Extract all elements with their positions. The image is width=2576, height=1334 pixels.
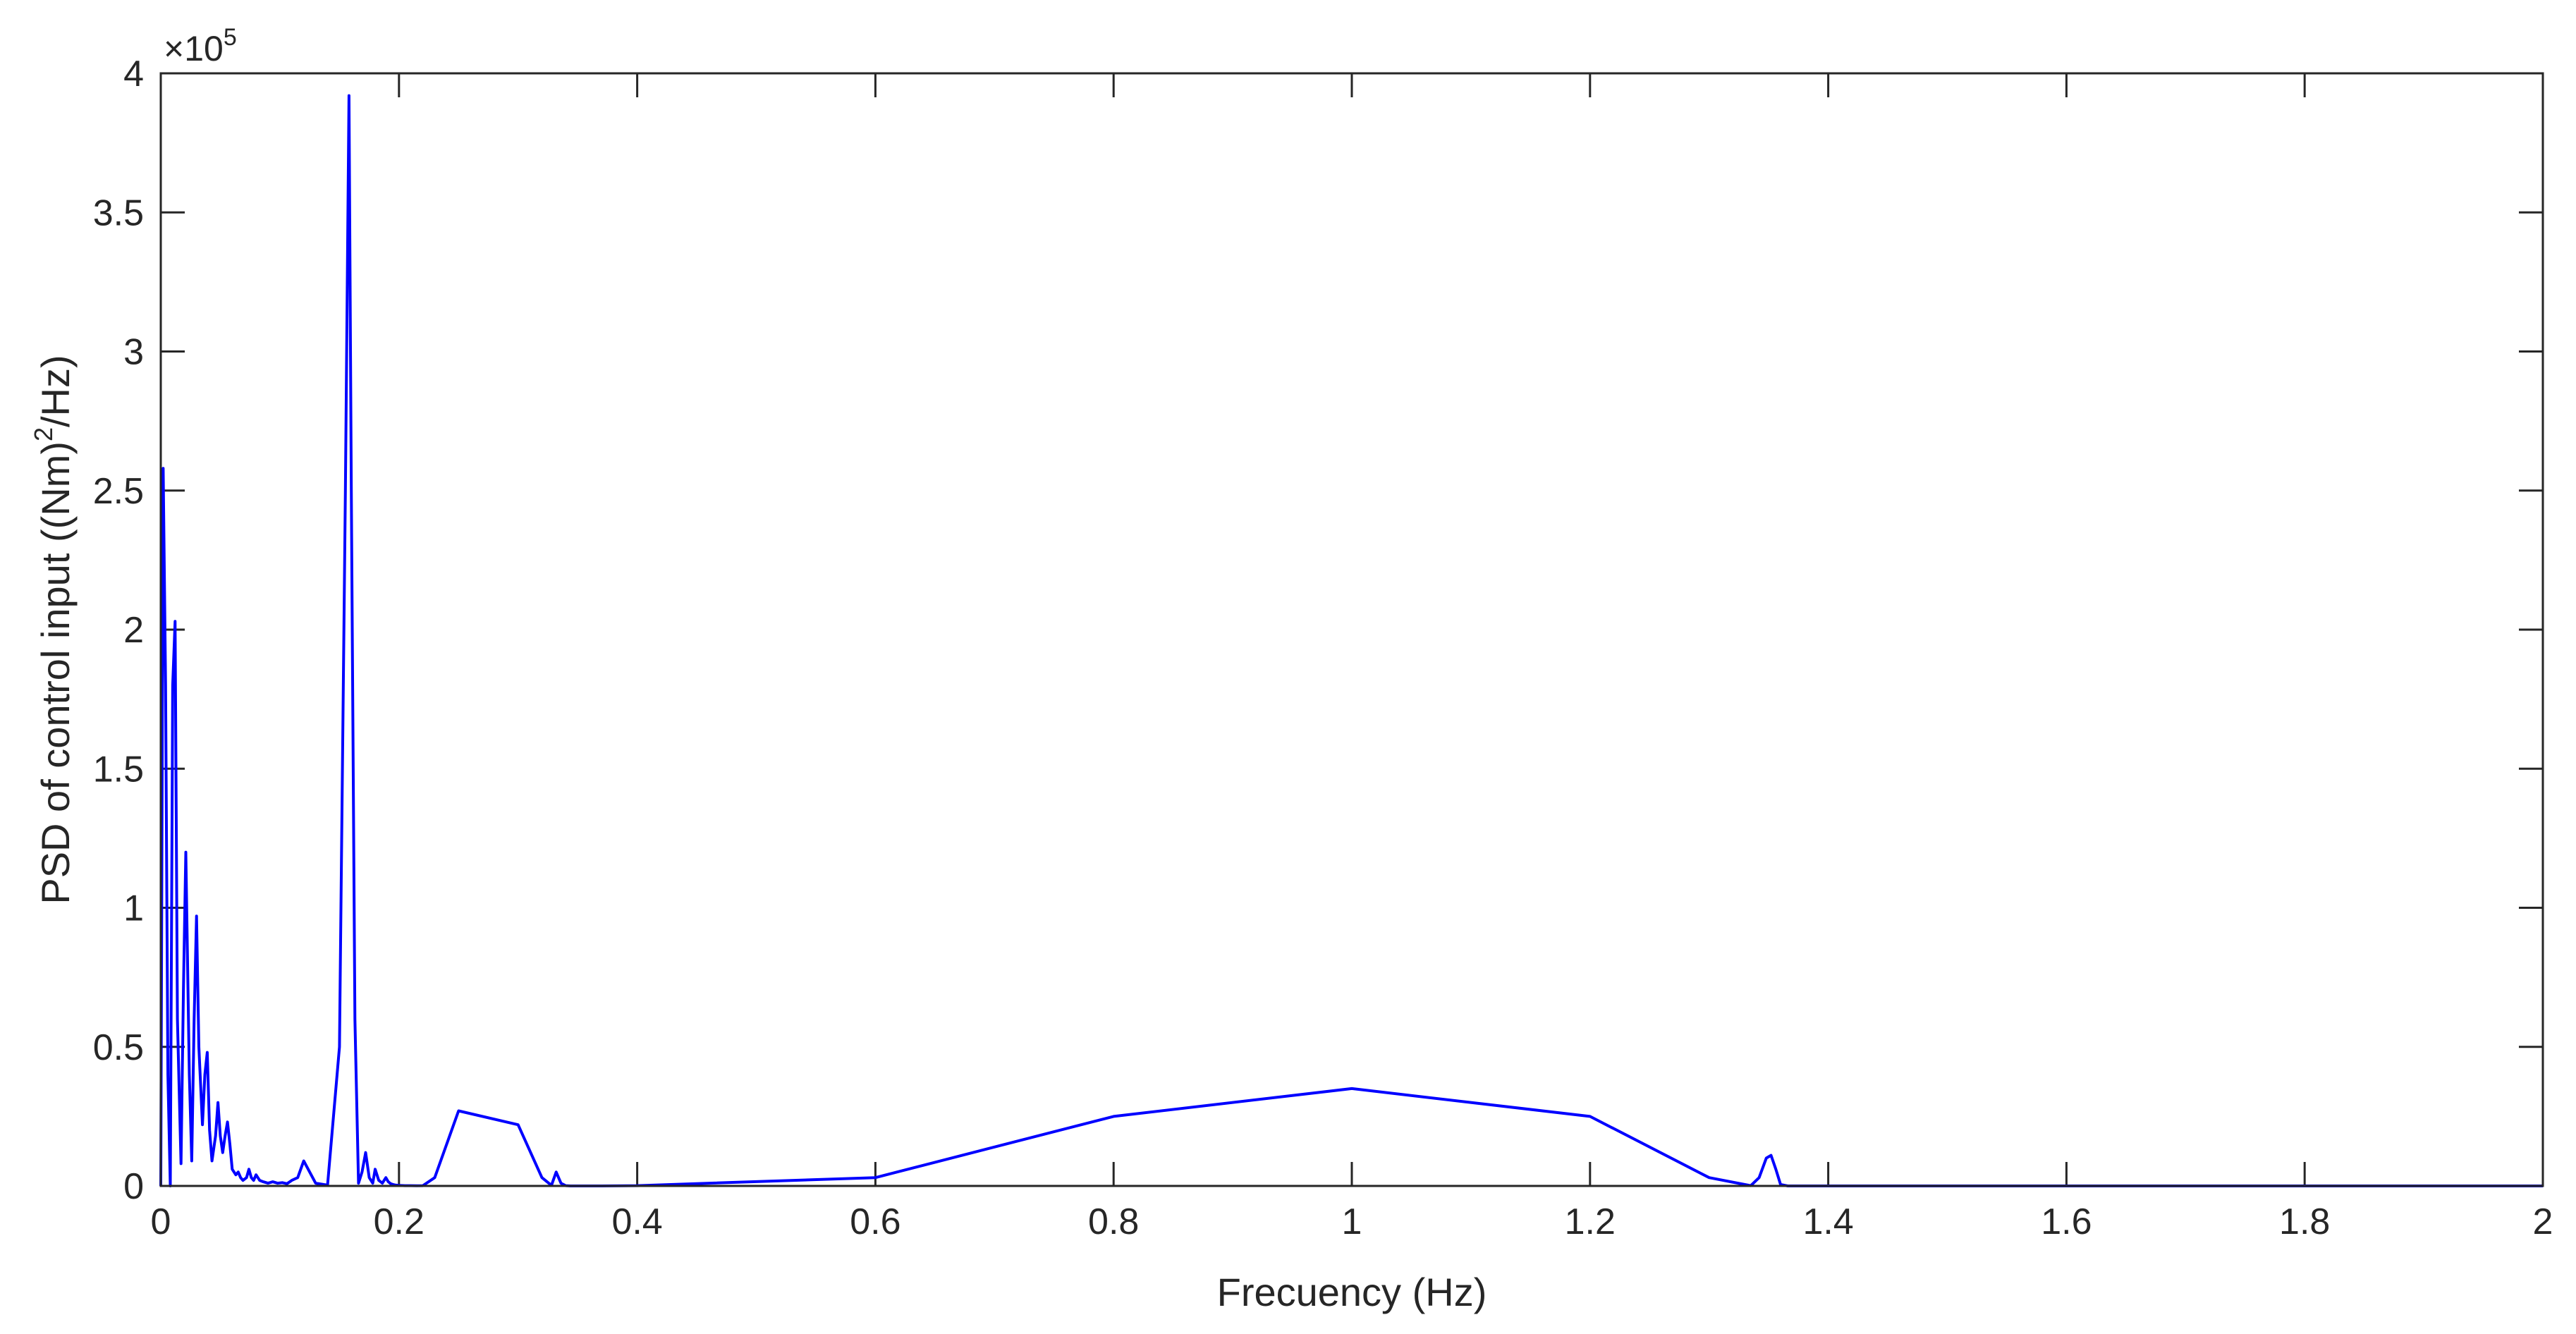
x-tick-label: 1.2 [1565, 1201, 1616, 1242]
x-tick-label: 0.8 [1088, 1201, 1139, 1242]
axis-tick-labels: 0 0.2 0.4 0.6 0.8 1 1.2 1.4 1.6 1.8 2 0 0.5 1 1.5 2 2.5 3… [93, 54, 2553, 1242]
y-tick-label: 2 [123, 610, 144, 651]
plot-area [161, 73, 2543, 1186]
y-axis-label: PSD of control input ((Nm)2/Hz) [29, 355, 78, 904]
x-axis-label: Frecuency (Hz) [1217, 1270, 1487, 1314]
x-tick-label: 1.8 [2279, 1201, 2330, 1242]
y-tick-label: 0.5 [93, 1027, 144, 1068]
axes-box [159, 72, 2544, 1187]
x-tick-label: 0.6 [850, 1201, 901, 1242]
x-tick-label: 1.6 [2041, 1201, 2092, 1242]
y-tick-label: 0 [123, 1166, 144, 1207]
x-tick-label: 0 [151, 1201, 171, 1242]
y-tick-label: 3 [123, 332, 144, 373]
psd-series-line [159, 94, 2543, 1187]
x-tick-label: 1 [1342, 1201, 1362, 1242]
x-tick-label: 0.4 [611, 1201, 662, 1242]
y-tick-label: 3.5 [93, 192, 144, 233]
x-tick-label: 2 [2533, 1201, 2553, 1242]
x-tick-label: 1.4 [1802, 1201, 1853, 1242]
y-tick-label: 1 [123, 888, 144, 929]
y-tick-label: 4 [123, 54, 144, 94]
y-tick-label: 2.5 [93, 471, 144, 512]
y-exponent-label: ×105 [164, 24, 237, 68]
y-tick-label: 1.5 [93, 749, 144, 790]
x-tick-label: 0.2 [374, 1201, 425, 1242]
